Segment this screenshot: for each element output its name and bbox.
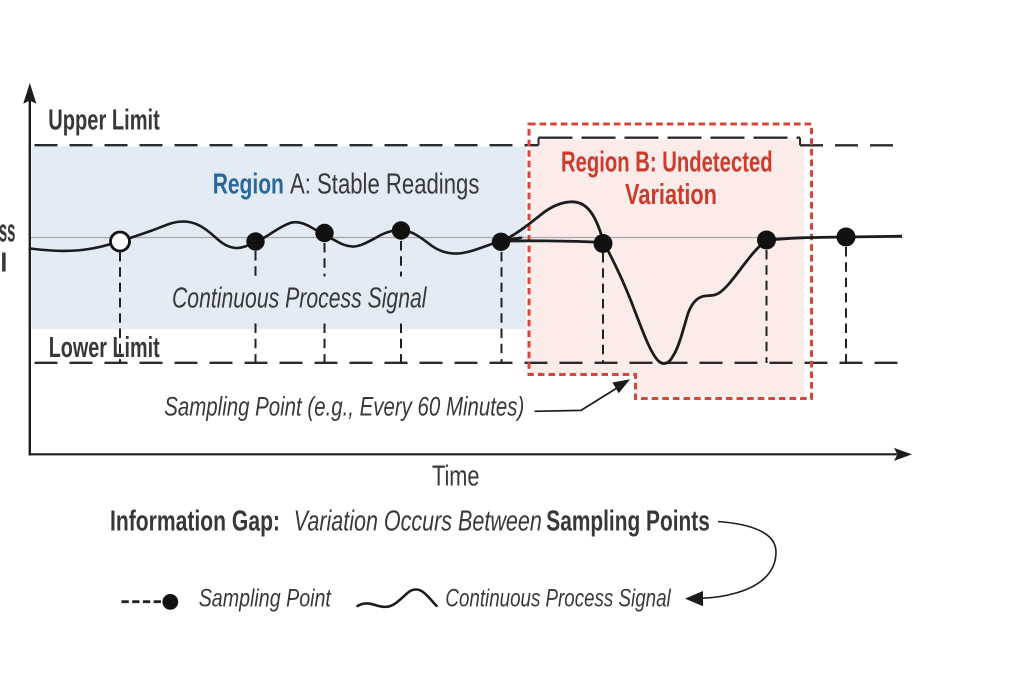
svg-text:Sampling Point (e.g., Every 60: Sampling Point (e.g., Every 60 Minutes) — [164, 392, 524, 422]
svg-text:Time: Time — [432, 461, 480, 493]
svg-text:Sampling Point: Sampling Point — [199, 585, 332, 613]
svg-text:Upper Limit: Upper Limit — [48, 105, 160, 137]
svg-text:Continuous Process Signal: Continuous Process Signal — [172, 283, 428, 315]
svg-text:Lower Limit: Lower Limit — [49, 332, 160, 364]
svg-text:Region B: Undetected: Region B: Undetected — [561, 147, 773, 179]
svg-text:A: Stable Readings: A: Stable Readings — [290, 168, 479, 200]
svg-text:ss: ss — [0, 213, 15, 249]
svg-text:Information Gap:: Information Gap: — [110, 506, 280, 538]
svg-text:Sampling Points: Sampling Points — [546, 506, 710, 538]
svg-text:Region: Region — [213, 168, 284, 200]
svg-text:Variation Occurs Between: Variation Occurs Between — [294, 506, 542, 538]
svg-text:Continuous Process Signal: Continuous Process Signal — [445, 585, 671, 613]
svg-text:l: l — [0, 248, 7, 278]
svg-text:Variation: Variation — [625, 179, 717, 211]
